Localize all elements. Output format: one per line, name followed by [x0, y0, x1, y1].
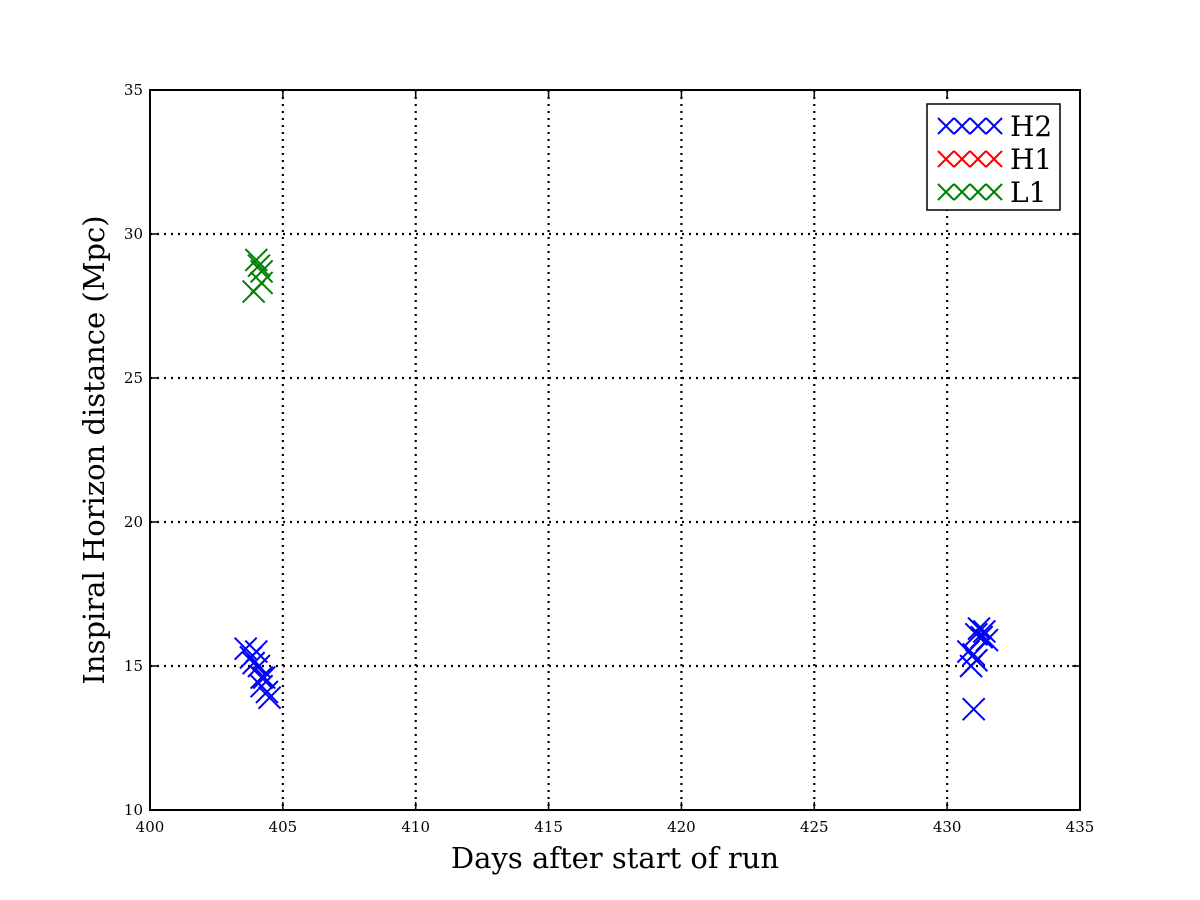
y-tick-label: 30 — [124, 225, 143, 243]
x-tick-label: 435 — [1066, 818, 1095, 836]
x-tick-label: 410 — [401, 818, 430, 836]
x-tick-label: 400 — [136, 818, 165, 836]
legend-item-h2: H2 — [937, 110, 1052, 143]
data-point — [249, 665, 274, 690]
data-point — [252, 665, 276, 690]
legend-item-h1: H1 — [937, 143, 1052, 176]
legend-marker — [985, 183, 1003, 201]
legend-item-l1: L1 — [937, 176, 1046, 209]
legend-label: L1 — [1010, 176, 1046, 209]
legend-marker — [953, 150, 971, 168]
legend-marker — [937, 150, 955, 168]
x-tick-label: 405 — [269, 818, 298, 836]
legend-marker — [969, 183, 987, 201]
data-point — [964, 648, 989, 672]
data-point — [964, 622, 989, 647]
data-point — [969, 625, 994, 649]
x-tick-label: 430 — [933, 818, 962, 836]
data-point — [249, 259, 274, 284]
y-tick-label: 25 — [124, 369, 143, 387]
data-point — [962, 697, 986, 721]
y-tick-label: 35 — [124, 81, 143, 99]
y-tick-label: 15 — [124, 657, 143, 675]
x-tick-label: 420 — [667, 818, 696, 836]
legend-label: H2 — [1010, 110, 1052, 143]
x-tick-label: 415 — [534, 818, 563, 836]
data-point — [975, 628, 999, 652]
legend-marker — [953, 117, 971, 135]
data-points — [233, 248, 999, 721]
y-axis-label: Inspiral Horizon distance (Mpc) — [77, 215, 111, 684]
legend-marker — [969, 117, 987, 135]
legend-marker — [985, 117, 1003, 135]
legend-marker — [937, 183, 955, 201]
x-tick-label: 425 — [800, 818, 829, 836]
legend-marker — [969, 150, 987, 168]
data-point — [244, 639, 268, 664]
data-point — [249, 271, 274, 295]
data-point — [255, 680, 279, 704]
series-h2 — [233, 616, 999, 721]
plot-frame — [149, 89, 1081, 811]
data-point — [244, 248, 268, 272]
series-l1 — [241, 248, 274, 304]
x-axis-label: Days after start of run — [451, 841, 779, 875]
y-tick-label: 20 — [124, 513, 143, 531]
y-tick-label: 10 — [124, 801, 143, 819]
data-point — [972, 619, 997, 644]
legend-marker — [985, 150, 1003, 168]
data-point — [967, 616, 991, 641]
legend-label: H1 — [1010, 143, 1052, 176]
data-point — [257, 685, 282, 710]
legend-marker — [953, 183, 971, 201]
tick-labels: 400 405 410 415 420 425 430 435 10 15 20 25 30 35 — [124, 81, 1094, 836]
legend-marker — [937, 117, 955, 135]
